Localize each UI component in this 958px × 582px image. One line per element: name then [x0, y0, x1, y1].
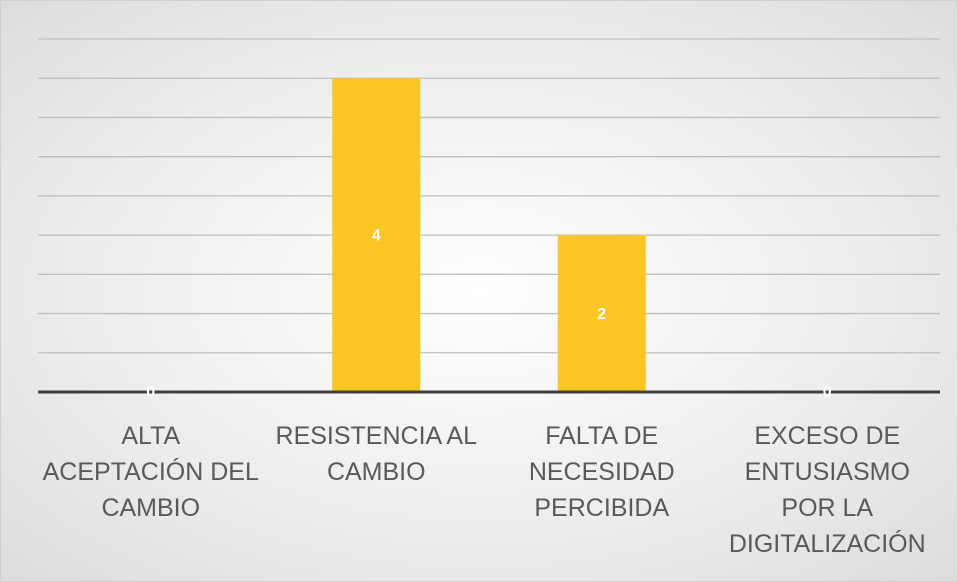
x-tick-label: ALTA ACEPTACIÓN DEL CAMBIO — [42, 422, 259, 522]
bar — [332, 78, 421, 392]
x-tick-label: RESISTENCIA AL CAMBIO — [275, 422, 477, 486]
data-label: 4 — [372, 227, 381, 244]
data-label: 0 — [146, 384, 155, 401]
x-tick-label: FALTA DE NECESIDAD PERCIBIDA — [528, 422, 675, 522]
bar — [557, 235, 646, 392]
data-label: 0 — [823, 384, 832, 401]
data-label: 2 — [597, 306, 606, 323]
x-tick-label: EXCESO DE ENTUSIASMO POR LA DIGITALIZACI… — [728, 422, 926, 558]
